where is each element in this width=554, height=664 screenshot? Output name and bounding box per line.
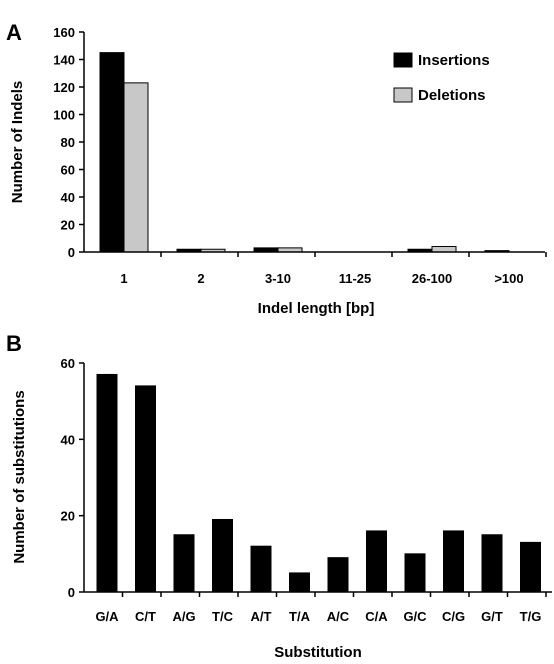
- panel-b-y-tick-label: 40: [61, 432, 75, 447]
- panel-b-x-tick-label: T/A: [289, 609, 311, 624]
- panel-a-letter: A: [6, 20, 22, 45]
- panel-b-bar-t-c: [212, 518, 233, 593]
- panel-a-x-tick-label: 1: [120, 271, 127, 286]
- panel-a-bar-deletions-26-100: [431, 246, 457, 253]
- panel-b-x-tick-label: A/G: [172, 609, 195, 624]
- panel-b-x-tick-label: A/T: [251, 609, 272, 624]
- panel-b-y-axis-label: Number of substitutions: [11, 390, 28, 563]
- panel-b-y-tick-label: 0: [68, 585, 75, 600]
- panel-a-y-tick-label: 100: [53, 108, 75, 123]
- panel-b-bar-a-t: [250, 545, 272, 593]
- legend-label-insertions: Insertions: [418, 52, 490, 69]
- panel-b-bar-a-g: [173, 534, 195, 593]
- legend-swatch-deletions: [393, 87, 413, 103]
- panel-a-y-tick-label: 20: [61, 218, 75, 233]
- panel-a-x-tick-label: 3-10: [265, 271, 291, 286]
- panel-b-letter: B: [6, 331, 22, 356]
- panel-b-x-tick-label: G/T: [481, 609, 503, 624]
- panel-b-bar-c-t: [135, 385, 156, 593]
- panel-b-bar-a-c: [327, 557, 349, 593]
- panel-a-y-tick-label: 60: [61, 163, 75, 178]
- panel-a-x-tick-label: 26-100: [412, 271, 452, 286]
- panel-b-bar-g-t: [481, 534, 503, 593]
- panel-b-x-tick-label: T/C: [212, 609, 234, 624]
- panel-a-y-tick-label: 80: [61, 135, 75, 150]
- panel-b-y-tick-label: 60: [61, 356, 75, 371]
- panel-b-x-tick-label: G/A: [95, 609, 119, 624]
- panel-a-y-tick-label: 40: [61, 190, 75, 205]
- panel-a-x-axis-label: Indel length [bp]: [258, 300, 375, 317]
- panel-b-x-tick-label: C/T: [135, 609, 156, 624]
- panel-b-x-tick-label: A/C: [327, 609, 350, 624]
- panel-b-x-tick-label: G/C: [403, 609, 427, 624]
- panel-b-bar-t-a: [289, 572, 310, 593]
- panel-a-x-ticks: 1 2 3-10 11-25 26-100 >100: [120, 252, 547, 286]
- panel-b-bar-t-g: [520, 541, 541, 593]
- panel-a-y-axis-label: Number of Indels: [9, 81, 26, 204]
- panel-a-legend: Insertions Deletions: [393, 52, 490, 104]
- panel-b-y-tick-label: 20: [61, 509, 75, 524]
- panel-b-x-axis-label: Substitution: [274, 644, 361, 661]
- panel-b-x-ticks: G/A C/T A/G T/C A/T T/A A/C C/A G/C C/G G/T T/G: [95, 592, 547, 624]
- legend-label-deletions: Deletions: [418, 87, 486, 104]
- legend-swatch-insertions: [393, 52, 413, 68]
- panel-a-bar-deletions-1: [123, 82, 149, 253]
- panel-b-x-tick-label: C/G: [442, 609, 465, 624]
- panel-a-bar-insertions-1: [99, 52, 125, 253]
- panel-a: A 0 20 40 60 80 100 120 140 160 1 2 3-10 11-25 26-10…: [6, 20, 547, 317]
- panel-a-y-ticks: 0 20 40 60 80 100 120 140 160: [53, 25, 84, 260]
- panel-b: B 0 20 40 60 G/A C/T A/G T/C A/T T/A A/C C/A G/C C/G…: [6, 331, 552, 661]
- panel-b-y-ticks: 0 20 40 60: [61, 356, 84, 600]
- panel-a-x-tick-label: 11-25: [339, 271, 372, 286]
- panel-a-bars: [99, 52, 510, 253]
- panel-b-bars: [96, 373, 541, 593]
- panel-a-y-tick-label: 120: [53, 80, 75, 95]
- panel-b-x-tick-label: T/G: [520, 609, 542, 624]
- panel-b-bar-c-a: [366, 530, 387, 593]
- panel-b-x-tick-label: C/A: [365, 609, 388, 624]
- panel-b-bar-c-g: [443, 530, 464, 593]
- panel-a-x-tick-label: >100: [494, 271, 523, 286]
- panel-a-x-tick-label: 2: [197, 271, 204, 286]
- panel-a-y-tick-label: 140: [53, 53, 75, 68]
- panel-a-y-tick-label: 160: [53, 25, 75, 40]
- panel-b-bar-g-c: [404, 553, 426, 593]
- panel-a-y-tick-label: 0: [68, 245, 75, 260]
- panel-b-bar-g-a: [96, 373, 118, 593]
